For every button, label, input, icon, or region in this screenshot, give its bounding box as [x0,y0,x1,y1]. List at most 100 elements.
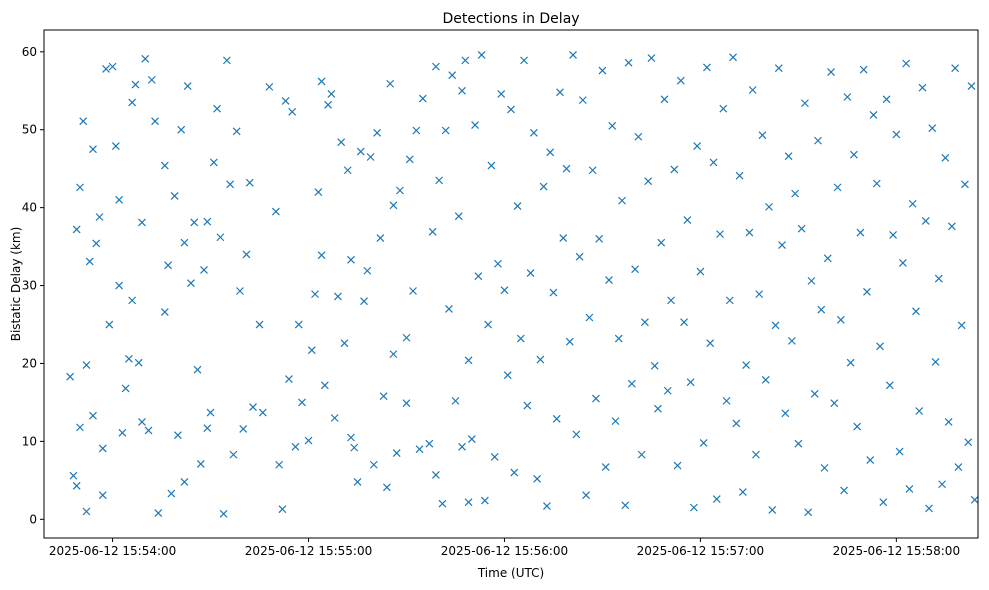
data-point-x-marker [75,183,84,192]
y-tick-label: 0 [29,512,37,526]
data-point-x-marker [255,320,264,329]
data-point-x-marker [167,489,176,498]
data-point-x-marker [898,259,907,267]
data-point-x-marker [428,227,437,236]
data-point-x-marker [206,408,215,417]
data-point-x-marker [209,158,218,167]
data-point-x-marker [379,392,388,401]
data-point-x-marker [75,423,84,432]
data-point-x-marker [415,445,424,454]
data-point-x-marker [477,51,486,59]
data-point-x-marker [680,318,689,327]
data-point-x-marker [925,504,933,513]
data-point-x-marker [542,502,551,510]
data-point-x-marker [138,218,146,227]
data-point-x-marker [320,381,329,390]
data-point-x-marker [778,241,786,249]
data-point-x-marker [539,182,548,191]
data-point-x-marker [742,361,751,369]
data-point-x-marker [686,378,695,387]
data-point-x-marker [725,296,734,305]
data-point-x-marker [356,147,365,156]
data-point-x-marker [89,411,97,420]
data-point-x-marker [425,439,434,448]
data-point-x-marker [660,95,669,104]
data-point-x-marker [951,64,960,73]
data-point-x-marker [961,180,969,189]
data-point-x-marker [866,456,875,465]
data-point-x-marker [72,481,81,490]
data-point-x-marker [787,336,796,345]
data-point-x-marker [451,396,460,405]
data-point-x-marker [562,164,571,173]
data-point-x-marker [98,444,107,453]
data-point-x-marker [412,126,421,135]
data-point-x-marker [128,296,137,305]
data-point-x-marker [758,131,767,140]
data-point-x-marker [82,507,91,516]
data-point-x-marker [124,354,133,363]
data-point-x-marker [640,318,649,327]
data-point-x-marker [915,407,924,415]
data-point-x-marker [454,212,463,221]
data-point-x-marker [82,361,91,369]
data-point-x-marker [196,460,205,468]
data-point-x-marker [314,188,323,196]
data-point-x-marker [389,350,398,359]
data-point-x-marker [853,422,862,431]
data-point-x-marker [180,238,189,247]
data-point-x-marker [755,290,764,299]
data-point-x-marker [396,186,404,195]
x-axis-label: Time (UTC) [477,566,544,580]
y-tick-label: 20 [22,356,37,370]
data-point-x-marker [552,414,561,423]
data-point-x-marker [912,307,920,316]
data-point-x-marker [144,426,153,435]
data-point-x-marker [526,269,535,278]
data-point-x-marker [559,234,568,242]
data-point-x-marker [774,64,783,73]
data-point-x-marker [549,288,558,297]
data-point-x-marker [347,255,355,264]
data-point-x-marker [732,419,741,428]
data-point-x-marker [360,297,368,306]
data-point-x-marker [849,150,858,159]
data-point-x-marker [173,431,182,440]
data-point-x-marker [768,506,777,514]
data-point-x-marker [311,290,319,299]
data-point-x-marker [823,254,832,263]
data-point-x-marker [836,315,845,324]
data-point-x-marker [79,117,88,126]
data-point-x-marker [333,292,342,301]
data-point-x-marker [213,104,222,113]
data-point-x-marker [647,54,656,62]
data-point-x-marker [327,89,336,98]
data-point-x-marker [369,460,378,469]
data-point-x-marker [72,225,81,234]
data-point-x-marker [85,257,94,266]
data-point-x-marker [892,130,901,139]
data-point-x-marker [673,461,682,470]
data-point-x-marker [507,105,515,114]
data-point-x-marker [115,281,124,290]
data-point-x-marker [918,83,927,92]
data-point-x-marker [448,71,457,80]
data-point-x-marker [814,136,822,145]
data-point-x-marker [693,142,702,151]
data-point-x-marker [170,192,179,200]
data-point-x-marker [291,442,300,451]
data-point-x-marker [285,375,293,383]
data-point-x-marker [585,313,594,322]
y-tick-label: 60 [22,45,37,59]
data-point-x-marker [92,239,101,248]
data-point-x-marker [160,161,169,170]
data-point-x-marker [964,438,973,447]
data-point-x-marker [402,399,411,408]
data-point-x-marker [833,183,842,192]
data-point-x-marker [931,357,940,366]
data-point-x-marker [631,265,640,274]
data-point-x-marker [637,450,646,459]
data-point-x-marker [598,66,607,75]
data-point-x-marker [226,180,235,189]
data-point-x-marker [317,251,326,260]
